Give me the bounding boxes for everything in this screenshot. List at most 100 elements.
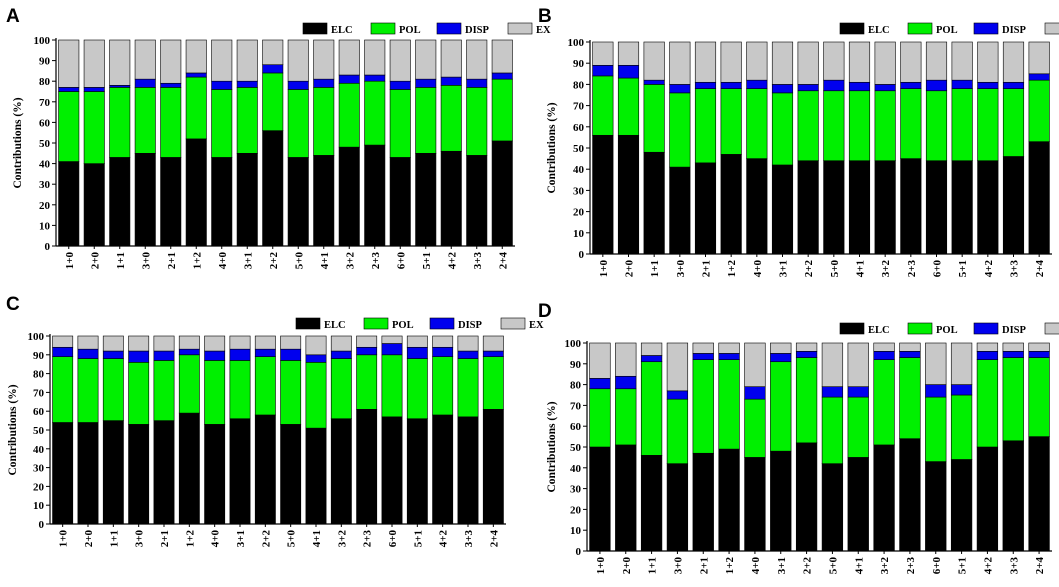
bar-disp-5+1	[951, 79, 973, 89]
bar-pol-1+0	[589, 388, 611, 448]
bar-elc-1+0	[58, 161, 80, 247]
bar-pol-1+2	[718, 359, 740, 450]
bar-disp-5+0	[287, 80, 309, 90]
bar-pol-4+2	[977, 88, 999, 162]
bar-elc-3+0	[669, 166, 691, 255]
x-tick-label: 3+2	[879, 557, 891, 575]
bar-ex-4+2	[976, 342, 999, 352]
bar-ex-2+4	[482, 335, 504, 352]
bar-disp-2+2	[262, 64, 284, 74]
chart-panel-a: A 1+0 2+0 1+1 3+0 2+1 1+2 4+0 3+1 2+2 5+0 4+1 3+2 2+3…	[6, 6, 551, 269]
bar-elc-2+0	[615, 444, 637, 552]
x-tick-label: 5+1	[957, 557, 969, 574]
y-tick-label: 30	[33, 463, 45, 475]
x-tick-label: 6+0	[395, 252, 407, 270]
bar-elc-2+3	[899, 438, 921, 552]
y-tick-label: 50	[573, 143, 585, 155]
y-tick-label: 90	[570, 359, 582, 371]
bar-ex-1+1	[102, 335, 124, 352]
bar-disp-3+1	[229, 348, 251, 361]
x-tick-label: 2+0	[624, 260, 636, 278]
bar-ex-2+1	[160, 39, 182, 84]
bar-disp-1+0	[592, 65, 614, 77]
legend-label-pol: POL	[936, 25, 958, 36]
bar-elc-2+1	[694, 162, 717, 255]
bar-pol-5+0	[823, 90, 845, 162]
panel-label: A	[6, 6, 20, 27]
bar-disp-3+1	[770, 353, 792, 363]
x-tick-label: 6+0	[931, 557, 943, 575]
bar-pol-2+1	[153, 360, 175, 421]
bar-disp-4+0	[211, 80, 233, 90]
chart-panel-b: B 1+0 2+0 1+1 3+0 2+1 1+2 4+0 3+1 2+2 5+0 4+1 3+2 2+3…	[538, 6, 1059, 277]
bar-ex-3+1	[770, 342, 792, 354]
x-tick-label: 6+0	[932, 260, 944, 278]
bar-ex-1+1	[109, 39, 131, 86]
bar-ex-6+0	[925, 342, 947, 385]
legend-label-disp: DISP	[1002, 325, 1027, 336]
bar-ex-2+2	[795, 342, 818, 352]
bar-elc-4+2	[432, 414, 454, 525]
y-tick-label: 90	[33, 350, 45, 362]
bar-elc-5+0	[287, 157, 309, 247]
legend-swatch-elc	[295, 317, 321, 330]
legend-label-elc: ELC	[868, 25, 890, 36]
bar-disp-6+0	[925, 79, 948, 92]
bar-disp-1+2	[720, 81, 742, 89]
bar-disp-3+3	[457, 350, 479, 359]
bar-ex-2+4	[491, 39, 513, 74]
bar-pol-3+0	[669, 92, 691, 168]
bar-elc-2+2	[795, 442, 818, 552]
x-tick-label: 5+0	[829, 260, 841, 278]
legend-swatch-elc	[302, 22, 328, 35]
legend-swatch-ex	[507, 22, 533, 35]
bar-ex-4+0	[204, 335, 226, 352]
bar-elc-2+4	[482, 409, 504, 525]
bar-pol-5+0	[287, 89, 309, 158]
bar-elc-2+3	[356, 409, 378, 525]
bar-pol-3+1	[236, 87, 258, 154]
bar-ex-4+0	[744, 342, 766, 387]
x-tick-label: 1+1	[115, 252, 127, 269]
legend-label-ex: EX	[529, 320, 544, 331]
bar-ex-2+3	[364, 39, 386, 76]
x-tick-label: 5+0	[827, 557, 839, 575]
bar-pol-2+3	[356, 354, 378, 410]
bar-disp-4+1	[313, 78, 335, 88]
bar-ex-2+2	[797, 41, 819, 85]
bar-ex-4+1	[305, 335, 327, 356]
y-axis-title: Contributions (%)	[7, 384, 19, 475]
bar-disp-2+3	[364, 74, 386, 82]
bar-disp-2+1	[694, 81, 717, 89]
bar-ex-1+0	[52, 335, 74, 348]
x-tick-label: 2+1	[698, 557, 710, 574]
x-tick-label: 1+1	[647, 557, 659, 574]
bar-ex-2+4	[1028, 342, 1050, 352]
bar-elc-6+0	[925, 160, 948, 255]
y-tick-label: 10	[570, 525, 582, 537]
legend-label-pol: POL	[392, 320, 414, 331]
bar-elc-3+0	[666, 463, 689, 552]
bar-pol-3+3	[466, 87, 488, 156]
bar-pol-2+4	[491, 78, 513, 142]
legend-label-disp: DISP	[465, 25, 490, 36]
x-tick-label: 4+1	[853, 557, 865, 574]
bar-elc-1+0	[592, 134, 614, 255]
legend-swatch-disp	[436, 22, 462, 35]
bar-pol-6+0	[389, 89, 411, 158]
bar-pol-4+2	[440, 85, 462, 152]
legend-swatch-pol	[907, 22, 933, 35]
y-axis-title: Contributions (%)	[546, 102, 558, 193]
bar-disp-3+2	[873, 351, 895, 360]
bar-elc-3+1	[771, 164, 794, 255]
bar-elc-3+2	[338, 146, 360, 247]
x-tick-label: 4+2	[438, 530, 450, 548]
y-tick-label: 0	[576, 546, 582, 558]
x-tick-label: 4+0	[210, 530, 222, 548]
x-tick-label: 3+3	[472, 252, 484, 270]
y-tick-label: 30	[573, 185, 585, 197]
bar-ex-4+1	[847, 342, 869, 387]
bar-disp-2+2	[795, 351, 818, 358]
x-tick-label: 1+2	[726, 260, 738, 278]
x-tick-label: 2+3	[370, 252, 382, 270]
